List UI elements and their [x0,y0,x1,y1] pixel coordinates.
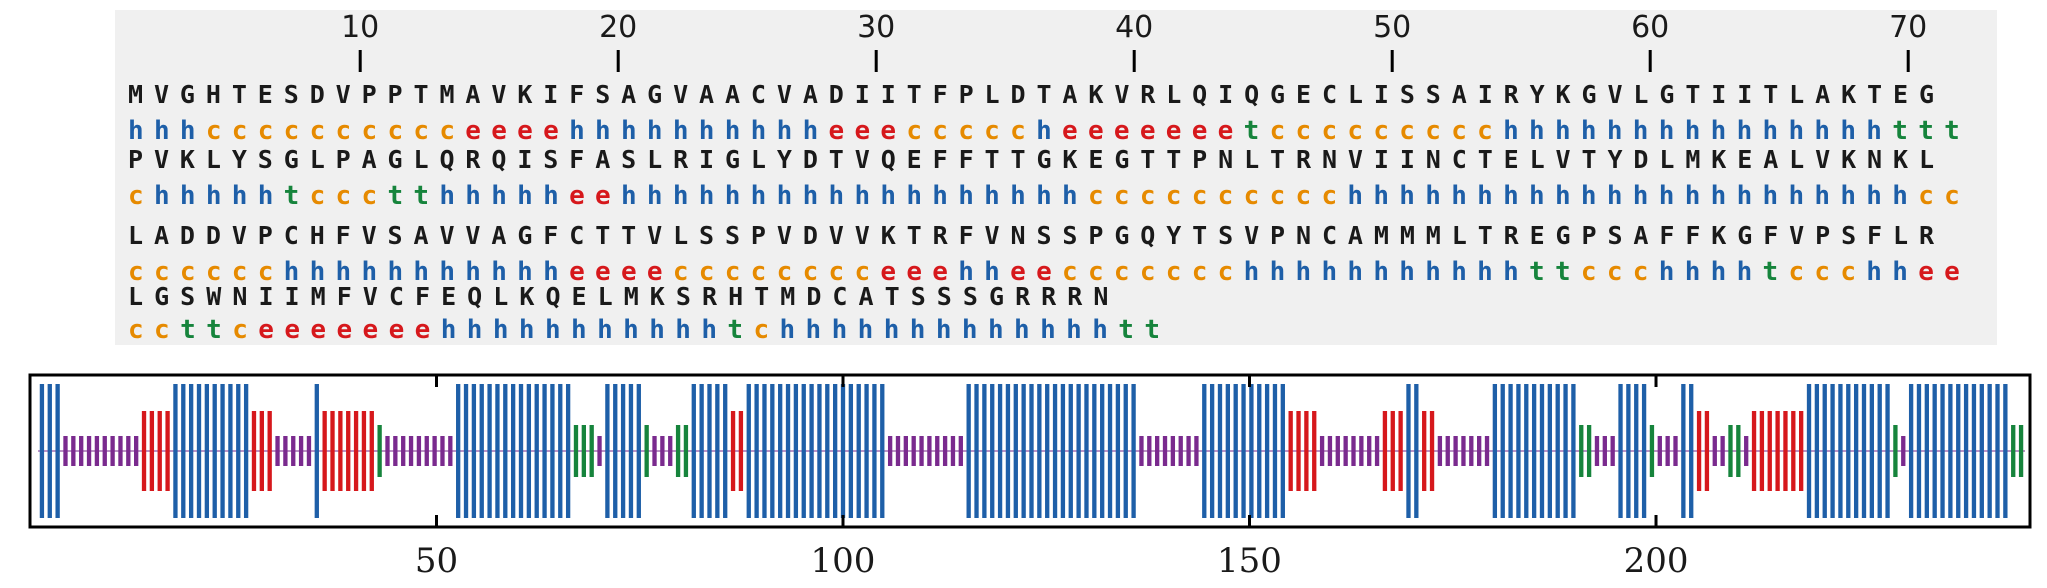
ruler-label: 30 [857,10,895,45]
ruler-label: 10 [341,10,379,45]
ruler-label: 60 [1631,10,1669,45]
axis-label: 150 [1217,541,1282,581]
sequence-annotation: 10 20 30 40 50 60 70 MVGHTESDVPPTMAVKIFSAGVAAC… [128,10,1960,345]
ruler-label: 50 [1373,10,1411,45]
ruler-label: 40 [1115,10,1153,45]
axis-label: 200 [1624,541,1689,581]
axis-label: 50 [415,541,458,581]
position-ruler: 10 20 30 40 50 60 70 [341,10,1927,72]
track-axis: 50 100 150 200 [415,375,1689,581]
ruler-label: 70 [1889,10,1927,45]
ruler-label: 20 [599,10,637,45]
track-marks [38,384,2025,518]
axis-label: 100 [811,541,876,581]
sequence-panel [115,10,1997,345]
track-frame [28,373,2032,529]
